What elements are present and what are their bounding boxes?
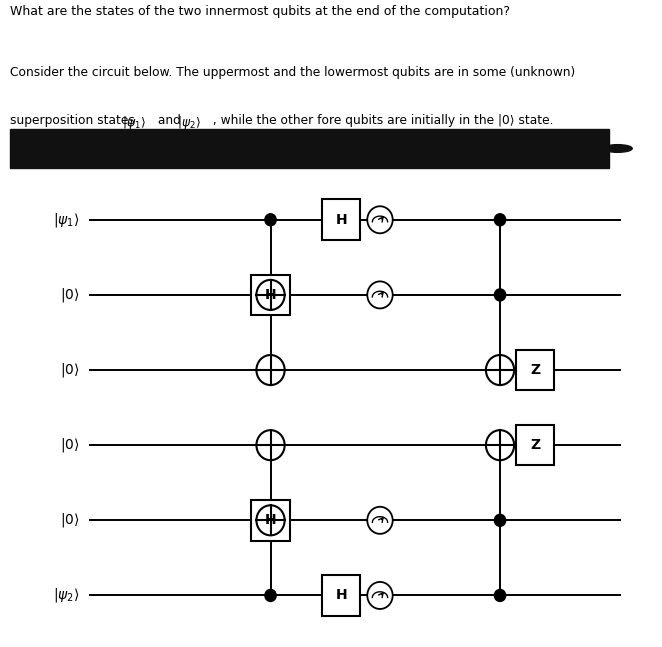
Text: H: H <box>336 589 347 602</box>
Text: H: H <box>265 513 276 527</box>
Text: $|\psi_2\rangle$: $|\psi_2\rangle$ <box>177 114 201 131</box>
Text: and: and <box>154 114 184 127</box>
Text: Consider the circuit below. The uppermost and the lowermost qubits are in some (: Consider the circuit below. The uppermos… <box>10 67 575 80</box>
Text: $|0\rangle$: $|0\rangle$ <box>60 511 80 529</box>
Circle shape <box>495 514 506 526</box>
Bar <box>516 350 554 390</box>
Text: Z: Z <box>530 363 540 377</box>
Bar <box>252 500 289 541</box>
Circle shape <box>265 589 276 602</box>
Bar <box>322 199 360 240</box>
Text: $|\psi_1\rangle$: $|\psi_1\rangle$ <box>54 211 80 229</box>
Text: $|0\rangle$: $|0\rangle$ <box>60 361 80 379</box>
Text: What are the states of the two innermost qubits at the end of the computation?: What are the states of the two innermost… <box>10 5 510 18</box>
Text: H: H <box>336 213 347 226</box>
Text: $|0\rangle$: $|0\rangle$ <box>60 286 80 304</box>
Circle shape <box>603 145 632 152</box>
Bar <box>252 274 289 315</box>
Text: superposition states: superposition states <box>10 114 138 127</box>
Circle shape <box>367 582 393 609</box>
Circle shape <box>367 507 393 534</box>
Text: , while the other fore qubits are initially in the |0⟩ state.: , while the other fore qubits are initia… <box>209 114 553 127</box>
Text: $|0\rangle$: $|0\rangle$ <box>60 436 80 454</box>
Text: $|\psi_1\rangle$: $|\psi_1\rangle$ <box>122 114 146 131</box>
Text: H: H <box>265 288 276 302</box>
Circle shape <box>265 214 276 226</box>
Circle shape <box>367 206 393 234</box>
Bar <box>10 129 609 168</box>
Circle shape <box>367 281 393 309</box>
Bar <box>322 575 360 616</box>
Circle shape <box>495 589 506 602</box>
Bar <box>516 425 554 465</box>
Text: $|\psi_2\rangle$: $|\psi_2\rangle$ <box>54 586 80 604</box>
Circle shape <box>495 289 506 301</box>
Text: Z: Z <box>530 438 540 452</box>
Circle shape <box>495 214 506 226</box>
